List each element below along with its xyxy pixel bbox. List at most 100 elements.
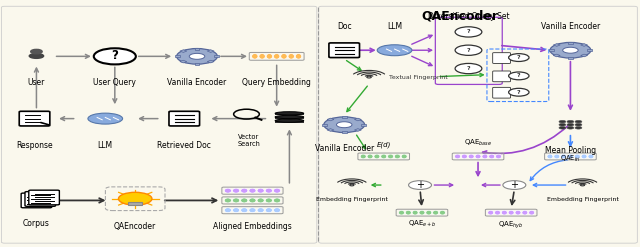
Text: Query Embedding: Query Embedding <box>242 78 311 87</box>
Bar <box>580 44 588 46</box>
Ellipse shape <box>257 198 264 203</box>
Ellipse shape <box>561 154 566 159</box>
Ellipse shape <box>588 154 594 159</box>
Ellipse shape <box>394 154 401 159</box>
Ellipse shape <box>249 208 256 213</box>
Bar <box>207 60 214 63</box>
Ellipse shape <box>489 154 495 159</box>
Text: Vector
Search: Vector Search <box>237 134 260 147</box>
Text: LLM: LLM <box>387 22 402 31</box>
Text: QAE$_{e+b}$: QAE$_{e+b}$ <box>408 219 436 229</box>
Circle shape <box>408 181 431 189</box>
FancyBboxPatch shape <box>493 71 511 82</box>
Ellipse shape <box>273 188 280 193</box>
Text: LLM: LLM <box>98 141 113 150</box>
Circle shape <box>567 124 574 126</box>
Bar <box>175 55 180 57</box>
Ellipse shape <box>454 154 461 159</box>
Circle shape <box>559 126 566 129</box>
Circle shape <box>337 122 352 128</box>
Text: Mean Pooling: Mean Pooling <box>545 146 596 155</box>
Text: Retrieved Doc: Retrieved Doc <box>157 141 211 150</box>
Circle shape <box>567 126 574 129</box>
Text: Textual Fingerprint: Textual Fingerprint <box>389 75 447 80</box>
Ellipse shape <box>275 112 304 115</box>
Text: Aligned Embeddings: Aligned Embeddings <box>213 222 292 231</box>
Text: +: + <box>416 180 424 190</box>
Ellipse shape <box>273 208 280 213</box>
Ellipse shape <box>241 198 248 203</box>
Ellipse shape <box>29 54 44 58</box>
Text: QAE$_{base}$: QAE$_{base}$ <box>464 138 492 148</box>
FancyBboxPatch shape <box>329 43 360 58</box>
Ellipse shape <box>482 154 488 159</box>
Ellipse shape <box>273 198 280 203</box>
Ellipse shape <box>367 154 373 159</box>
Ellipse shape <box>388 154 394 159</box>
Bar <box>195 48 200 50</box>
Circle shape <box>509 88 529 96</box>
Ellipse shape <box>461 154 467 159</box>
Bar <box>355 129 362 131</box>
Ellipse shape <box>265 188 273 193</box>
Ellipse shape <box>488 210 493 215</box>
Bar <box>588 49 592 51</box>
Ellipse shape <box>265 208 273 213</box>
FancyBboxPatch shape <box>21 193 52 208</box>
FancyBboxPatch shape <box>319 6 637 243</box>
Ellipse shape <box>522 210 528 215</box>
FancyBboxPatch shape <box>19 111 50 126</box>
FancyBboxPatch shape <box>493 53 511 63</box>
Text: Embedding Fingerprint: Embedding Fingerprint <box>316 197 388 202</box>
Ellipse shape <box>241 208 248 213</box>
Bar <box>361 124 366 126</box>
Circle shape <box>575 124 582 126</box>
Bar <box>180 60 187 63</box>
Ellipse shape <box>433 210 438 215</box>
Ellipse shape <box>495 210 500 215</box>
Circle shape <box>177 48 218 64</box>
Text: Diversified Query Set: Diversified Query Set <box>428 12 509 21</box>
Bar <box>568 57 573 59</box>
Bar <box>342 131 347 133</box>
Text: QAE$_{tri}$: QAE$_{tri}$ <box>560 154 581 164</box>
Text: Response: Response <box>16 141 53 150</box>
Bar <box>548 49 554 51</box>
Ellipse shape <box>281 54 287 59</box>
Ellipse shape <box>419 210 425 215</box>
Circle shape <box>550 42 591 58</box>
Bar <box>275 113 304 115</box>
Text: Doc: Doc <box>337 22 351 31</box>
Ellipse shape <box>257 188 264 193</box>
Text: ?: ? <box>517 55 520 60</box>
Circle shape <box>31 49 42 54</box>
Circle shape <box>455 27 482 37</box>
Text: ?: ? <box>111 49 118 62</box>
Text: ?: ? <box>467 29 470 34</box>
Ellipse shape <box>288 54 294 59</box>
Bar <box>275 121 304 123</box>
Bar <box>580 54 588 57</box>
Ellipse shape <box>232 208 239 213</box>
Circle shape <box>567 120 574 123</box>
Bar <box>275 117 304 119</box>
Bar <box>207 50 214 52</box>
Ellipse shape <box>381 154 387 159</box>
Ellipse shape <box>399 210 404 215</box>
Circle shape <box>455 63 482 74</box>
Ellipse shape <box>118 192 152 205</box>
Ellipse shape <box>252 54 258 59</box>
Ellipse shape <box>295 54 301 59</box>
Ellipse shape <box>515 210 521 215</box>
Ellipse shape <box>275 115 304 119</box>
Text: +: + <box>510 180 518 190</box>
Text: QAE$_{hyb}$: QAE$_{hyb}$ <box>499 219 524 231</box>
Ellipse shape <box>275 119 304 122</box>
Circle shape <box>509 54 529 62</box>
Text: Vanilla Encoder: Vanilla Encoder <box>541 22 600 31</box>
Bar <box>553 44 560 46</box>
Ellipse shape <box>401 154 407 159</box>
Ellipse shape <box>554 154 560 159</box>
Ellipse shape <box>241 188 248 193</box>
Text: ?: ? <box>467 66 470 71</box>
